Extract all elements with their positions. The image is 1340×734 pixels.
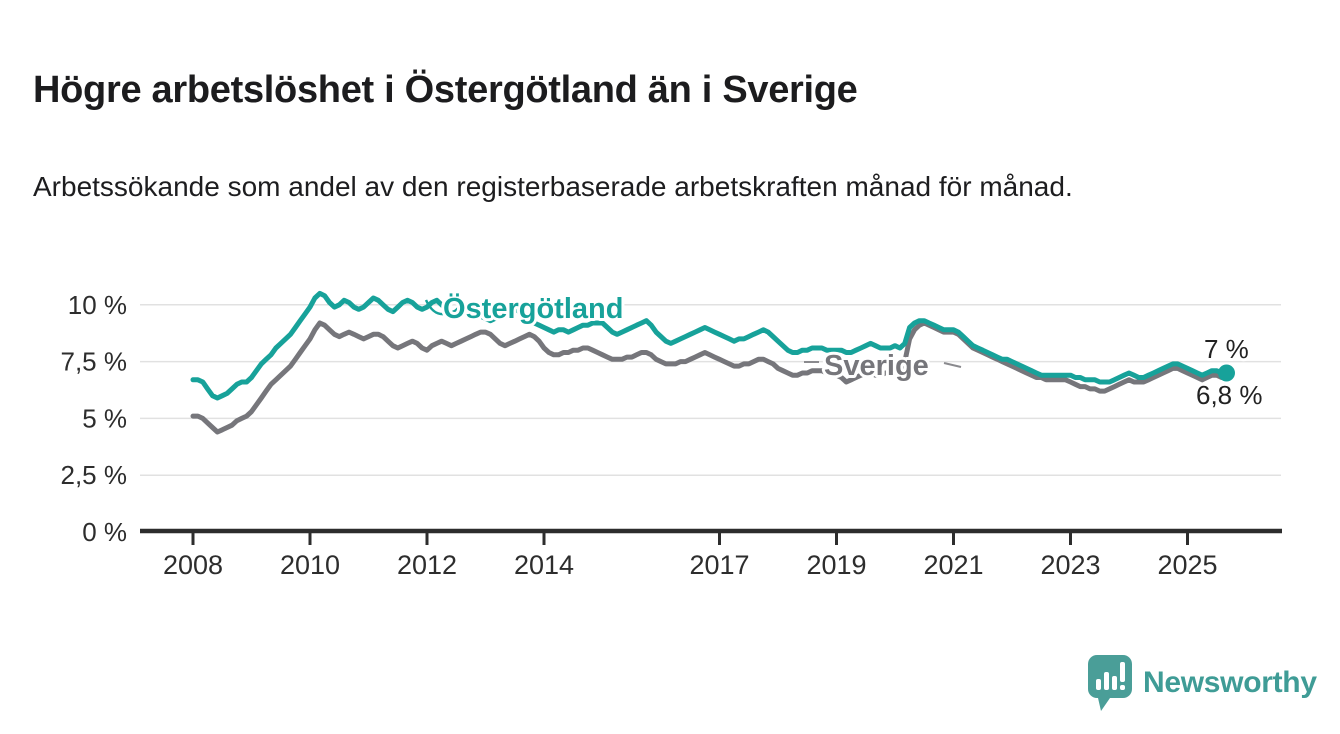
newsworthy-speech-bubble-bar-chart-icon [1088,655,1132,711]
x-axis-tick-label: 2025 [1157,550,1217,580]
chart-subtitle: Arbetssökande som andel av den registerb… [33,171,1073,202]
x-axis-tick-label: 2017 [689,550,749,580]
y-axis-tick-label: 7,5 % [61,347,128,377]
x-axis-tick-label: 2021 [923,550,983,580]
series-label-ostergotland: Östergötland [443,292,623,325]
end-value-label-sverige: 6,8 % [1196,380,1263,410]
latest-value-dot [1218,364,1235,382]
x-axis-tick-label: 2019 [806,550,866,580]
y-axis-tick-label: 2,5 % [61,460,128,490]
x-axis-tick-label: 2014 [514,550,574,580]
x-axis-tick-label: 2012 [397,550,457,580]
newsworthy-branding: Newsworthy [1087,654,1317,712]
x-axis-tick-label: 2008 [163,550,223,580]
series-line-sverige [190,320,1229,435]
y-axis-tick-label: 5 % [82,403,127,433]
x-axis-tick-label: 2010 [280,550,340,580]
y-axis-tick-label: 10 % [68,290,127,320]
series-label-sverige: Sverige [824,350,929,382]
y-axis-tick-label: 0 % [82,517,127,547]
sverige-label-connector-right [943,362,962,368]
newsworthy-logo-text: Newsworthy [1143,666,1317,699]
ostergotland-label-connector [424,299,446,316]
chart-plot: 0 % 2,5 % 5 % 7,5 % 10 % 2008 2010 2012 2014 2017… [61,290,1282,580]
page-title: Högre arbetslöshet i Östergötland än i S… [33,69,858,112]
series-line-östergötland [190,290,1229,401]
end-value-label-ostergotland: 7 % [1204,334,1249,364]
x-axis-tick-label: 2023 [1040,550,1100,580]
